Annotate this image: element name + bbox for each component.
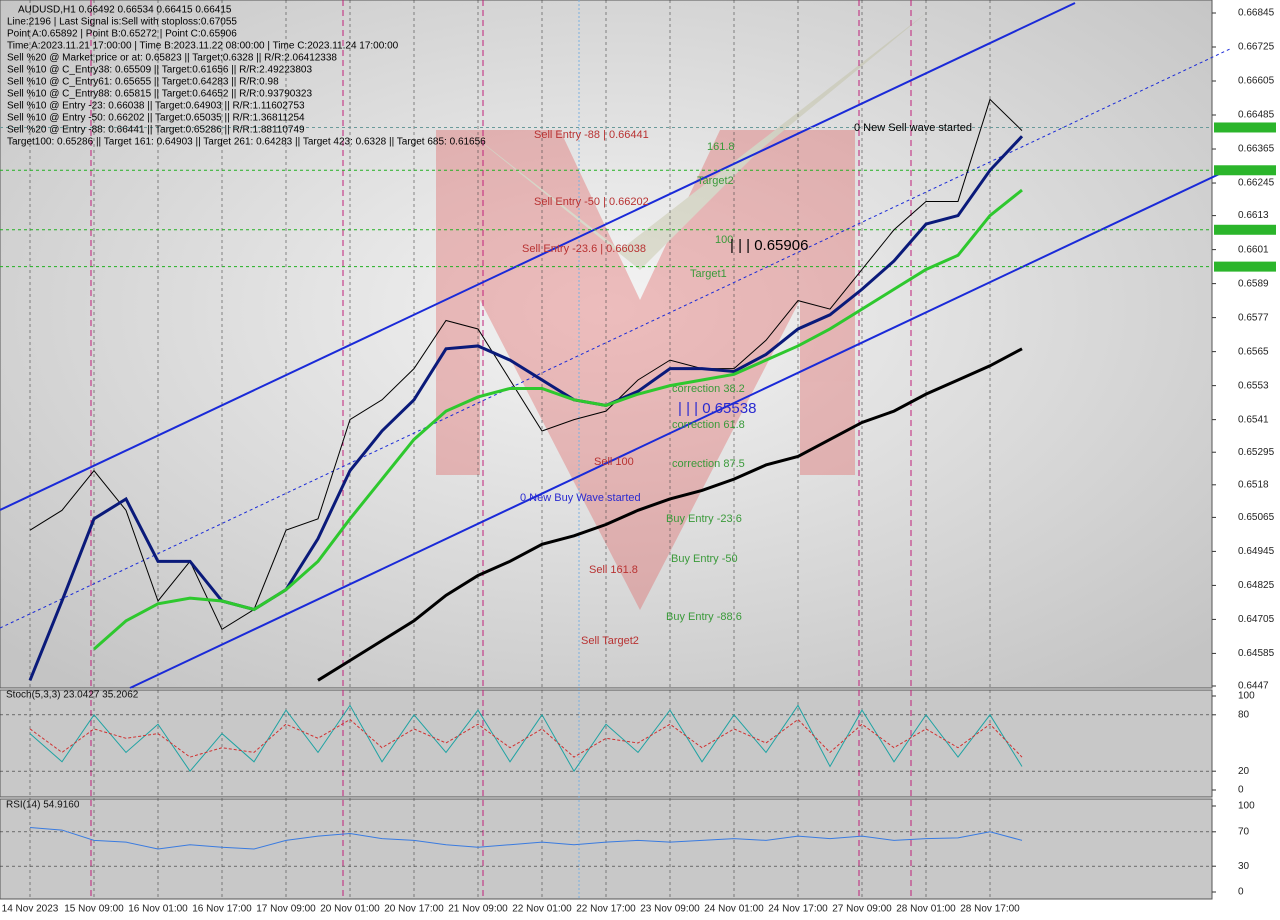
y-tick-label: 20 [1238,766,1250,777]
y-tick-label: 70 [1238,826,1250,837]
annotation: correction 61.8 [672,419,745,431]
annotation: Sell 100 [594,456,634,468]
series-line [28,135,1024,681]
info-line: Sell %10 @ C_Entry38: 0.65509 || Target:… [7,65,312,76]
x-tick-label: 23 Nov 09:00 [640,904,700,915]
channel-middle [0,47,1233,629]
y-tick-label: 0.66245 [1238,178,1275,189]
y-tick-label: 0.65065 [1238,512,1275,523]
info-line: Sell %10 @ C_Entry88: 0.65815 || Target:… [7,89,312,100]
level-tag [1214,165,1276,176]
level-tag [1214,224,1276,235]
x-tick-label: 28 Nov 17:00 [960,904,1020,915]
x-tick-label: 16 Nov 01:00 [128,904,188,915]
channel-upper [0,2,1076,511]
annotation: 100 [715,234,733,246]
y-tick-label: 0.64705 [1238,614,1275,625]
y-tick-label: 0.6565 [1238,346,1269,357]
series-line [29,827,1023,850]
separators [29,0,991,899]
y-tick-label: 0.65295 [1238,447,1275,458]
x-tick-label: 17 Nov 09:00 [256,904,316,915]
y-tick-label: 0.6518 [1238,479,1269,490]
y-tick-label: 100 [1238,691,1255,702]
level-tag [1214,122,1276,133]
y-tick-label: 0.64945 [1238,546,1275,557]
y-tick-label: 0.66365 [1238,144,1275,155]
panel-title: RSI(14) 54.9160 [6,800,80,811]
y-tick-label: 0.6577 [1238,312,1269,323]
y-tick-label: 0.6447 [1238,681,1269,692]
y-tick-label: 0.6613 [1238,210,1269,221]
y-tick-label: 0.6601 [1238,244,1269,255]
series-line [93,188,1023,651]
info-line: Sell %10 @ Entry -23: 0.66038 || Target:… [7,101,305,112]
info-line: Sell %10 @ Entry -50: 0.66202 || Target:… [7,113,305,124]
y-tick-label: 0.66725 [1238,42,1275,53]
x-tick-label: 24 Nov 17:00 [768,904,828,915]
annotation: Sell Entry -50 | 0.66202 [534,196,649,208]
annotation: correction 38.2 [672,383,745,395]
y-tick-label: 0 [1238,785,1244,796]
annotation: correction 87.5 [672,458,745,470]
annotation: 0 New Sell wave started [854,122,972,134]
annotation: Sell 161.8 [589,564,638,576]
info-line: Sell %20 @ Entry -88: 0.66441 || Target:… [7,125,305,136]
y-tick-label: 0.6541 [1238,414,1269,425]
annotation: Buy Entry -23.6 [666,513,742,525]
x-tick-label: 21 Nov 09:00 [448,904,508,915]
info-line: Sell %10 @ C_Entry61: 0.65655 || Target:… [7,77,279,88]
panel-title: Stoch(5,3,3) 23.0427 35.2062 [6,690,139,701]
annotation: | | | 0.65906 [730,237,808,254]
annotation: Sell Entry -88 | 0.66441 [534,129,649,141]
annotation: Target2 [697,175,734,187]
series-line [29,98,1023,631]
annotation: Buy Entry -88.6 [666,611,742,623]
x-tick-label: 14 Nov 2023 [2,904,59,915]
annotation: Sell Entry -23.6 | 0.66038 [522,243,646,255]
x-tick-label: 22 Nov 17:00 [576,904,636,915]
x-tick-label: 24 Nov 01:00 [704,904,764,915]
x-tick-label: 27 Nov 09:00 [832,904,892,915]
y-tick-label: 0.66485 [1238,110,1275,121]
x-tick-label: 15 Nov 09:00 [64,904,124,915]
y-tick-label: 0.66605 [1238,76,1275,87]
channel-lower [129,167,1233,689]
series-line [29,718,1023,758]
x-tick-label: 28 Nov 01:00 [896,904,956,915]
y-tick-label: 0.6589 [1238,278,1269,289]
y-tick-label: 30 [1238,861,1250,872]
info-line: Time A:2023.11.21 17:00:00 | Time B:2023… [7,41,399,52]
annotation: Buy Entry -50 [671,553,738,565]
info-line: AUDUSD,H1 0.66492 0.66534 0.66415 0.6641… [18,5,232,16]
y-tick-label: 0.64825 [1238,580,1275,591]
info-line: Line:2196 | Last Signal is:Sell with sto… [7,17,237,28]
annotation: | | | 0.65538 [678,400,756,417]
y-tick-label: 0.64585 [1238,648,1275,659]
info-line: Sell %20 @ Market price or at: 0.65823 |… [7,53,337,64]
info-line: Point A:0.65892 | Point B:0.65272 | Poin… [7,29,237,40]
annotation: 0 New Buy Wave started [520,492,641,504]
y-tick-label: 0.6553 [1238,380,1269,391]
series-line [317,347,1023,682]
y-tick-label: 80 [1238,709,1250,720]
annotation: Sell Target2 [581,635,639,647]
y-tick-label: 100 [1238,801,1255,812]
x-tick-label: 22 Nov 01:00 [512,904,572,915]
x-tick-label: 16 Nov 17:00 [192,904,252,915]
y-tick-label: 0.66845 [1238,8,1275,19]
x-tick-label: 20 Nov 01:00 [320,904,380,915]
annotation: Target1 [690,268,727,280]
y-tick-label: 0 [1238,887,1244,898]
annotation: 161.8 [707,141,735,153]
level-tag [1214,261,1276,272]
x-tick-label: 20 Nov 17:00 [384,904,444,915]
watermark [436,10,930,610]
info-line: Target100: 0.65286 || Target 161: 0.6490… [7,137,486,148]
